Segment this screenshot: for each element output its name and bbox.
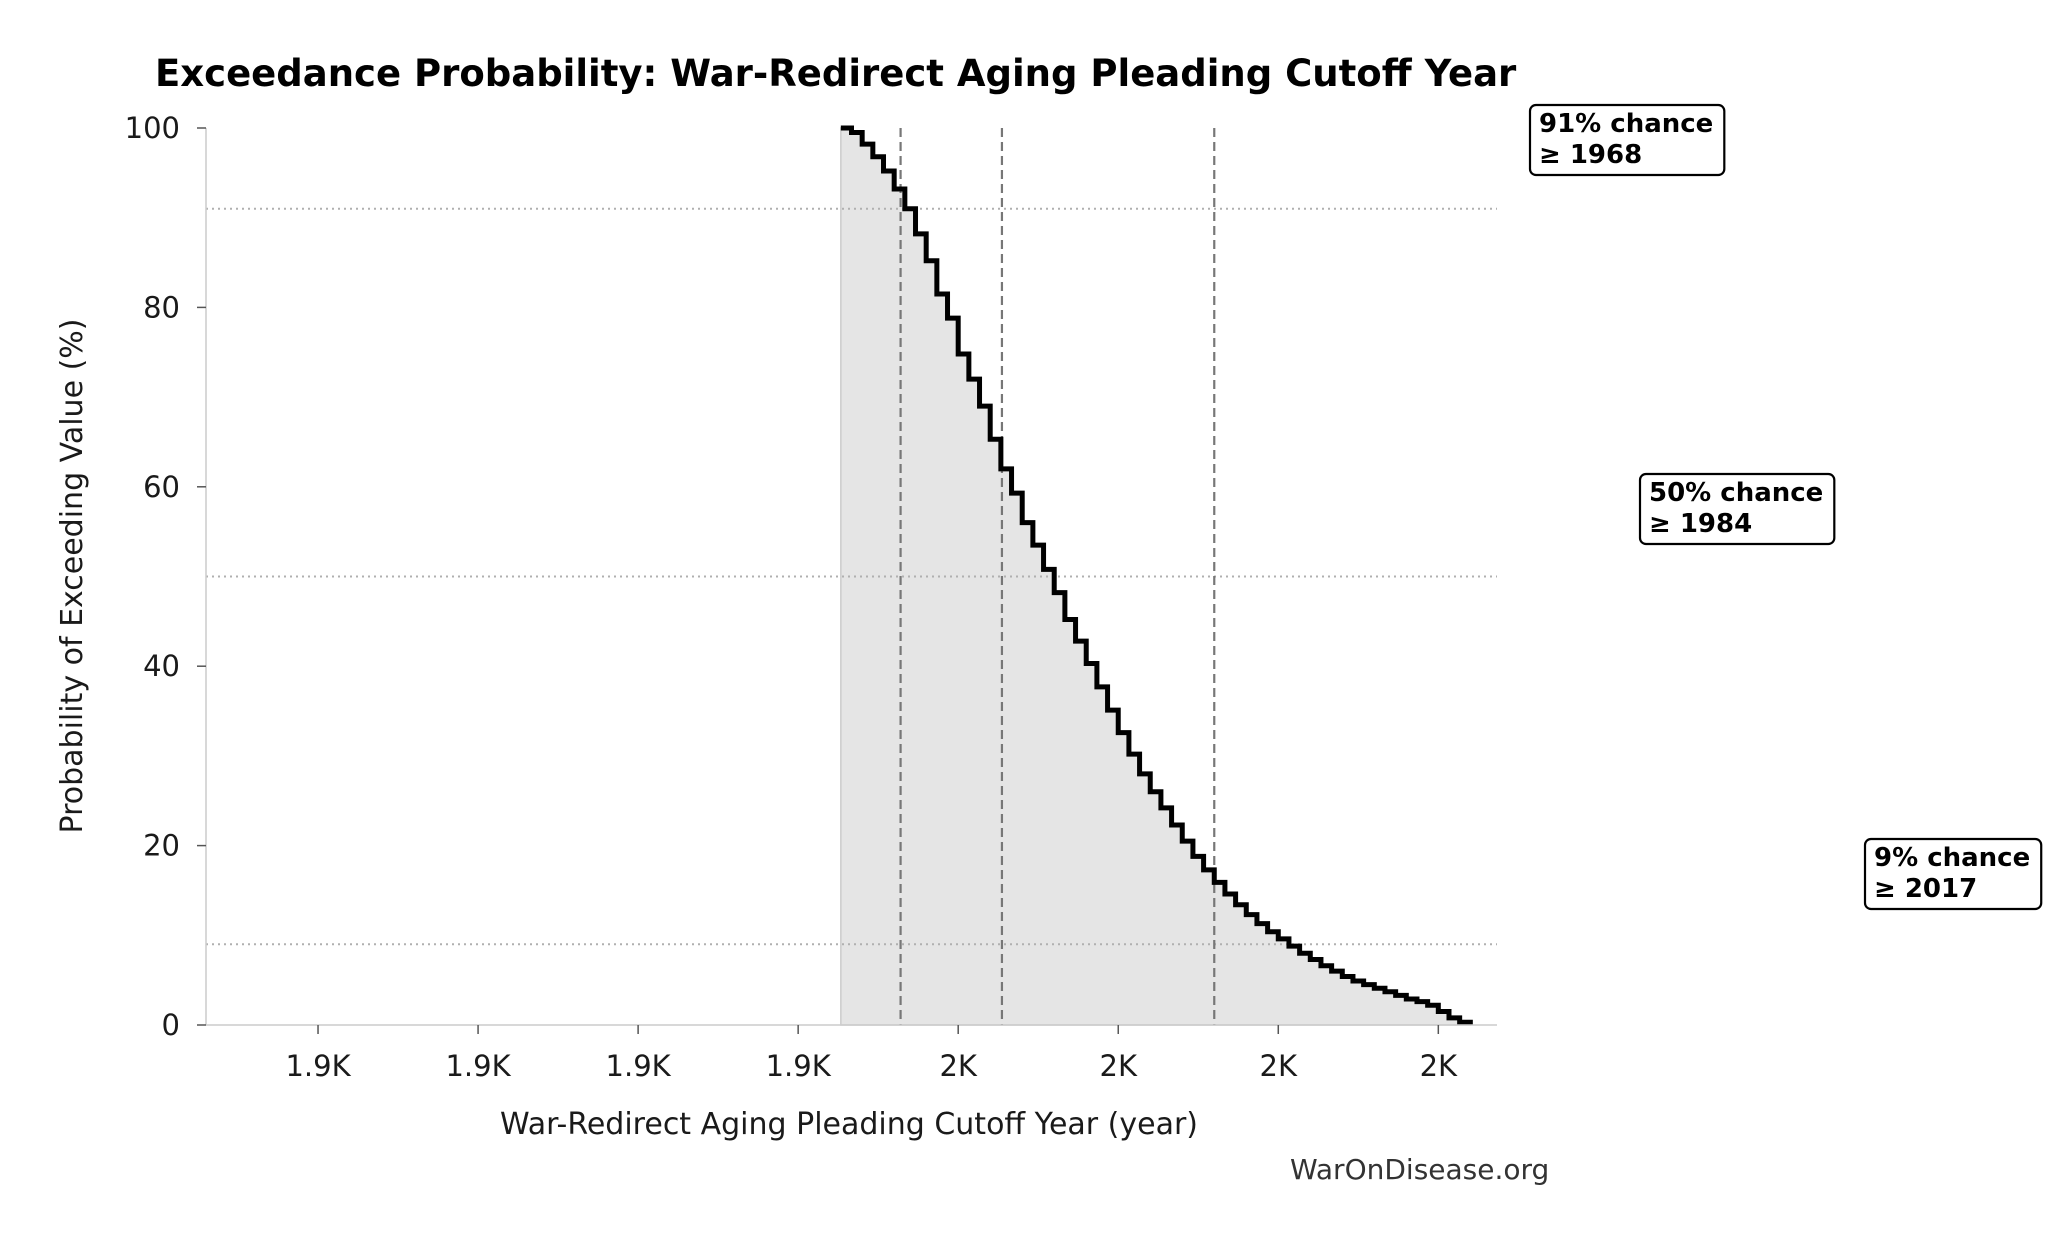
annotation-line-1: 50% chance xyxy=(1649,478,1823,508)
x-tick-label: 1.9K xyxy=(606,1049,672,1083)
annotation-box xyxy=(1638,472,1836,546)
annotations: 91% chance≥ 1968 50% chance≥ 1984 9% chanc… xyxy=(1528,103,2043,911)
annotation-line-2: ≥ 1968 xyxy=(1539,140,1642,170)
y-tick-label: 60 xyxy=(143,470,180,504)
y-tick-label: 100 xyxy=(125,111,180,145)
y-tick-label: 0 xyxy=(162,1008,180,1042)
annotation-box xyxy=(1863,837,2043,911)
x-tick-label: 2K xyxy=(1100,1049,1138,1083)
x-tick-label: 2K xyxy=(939,1049,977,1083)
chart-title: Exceedance Probability: War-Redirect Agi… xyxy=(155,52,1517,95)
x-tick-label: 2K xyxy=(1260,1049,1298,1083)
threshold-annotation-1: 91% chance≥ 1968 xyxy=(1528,103,1726,177)
y-axis-label: Probability of Exceeding Value (%) xyxy=(55,319,90,834)
y-tick-label: 20 xyxy=(143,829,180,863)
annotation-line-2: ≥ 1984 xyxy=(1649,509,1752,539)
annotation-line-1: 91% chance xyxy=(1539,109,1713,139)
exceedance-curve xyxy=(840,125,1473,1025)
x-axis-label: War-Redirect Aging Pleading Cutoff Year … xyxy=(500,1107,1198,1142)
x-tick-label: 1.9K xyxy=(285,1049,351,1083)
threshold-annotation-3: 9% chance≥ 2017 xyxy=(1863,837,2043,911)
annotation-line-2: ≥ 2017 xyxy=(1874,874,1977,904)
threshold-annotation-2: 50% chance≥ 1984 xyxy=(1638,472,1836,546)
x-tick-label: 1.9K xyxy=(766,1049,832,1083)
plot-area xyxy=(206,125,1497,1026)
y-tick-label: 80 xyxy=(143,290,180,324)
x-tick-label: 2K xyxy=(1420,1049,1458,1083)
axes: 0 20 40 60 80 100 1.9K 1.9K 1.9K 1.9K 2K 2K 2K 2K xyxy=(125,111,1497,1083)
x-tick-label: 1.9K xyxy=(445,1049,511,1083)
annotation-box xyxy=(1528,103,1726,177)
y-tick-label: 40 xyxy=(143,649,180,683)
watermark: WarOnDisease.org xyxy=(1290,1153,1549,1186)
annotation-line-1: 9% chance xyxy=(1874,843,2030,873)
